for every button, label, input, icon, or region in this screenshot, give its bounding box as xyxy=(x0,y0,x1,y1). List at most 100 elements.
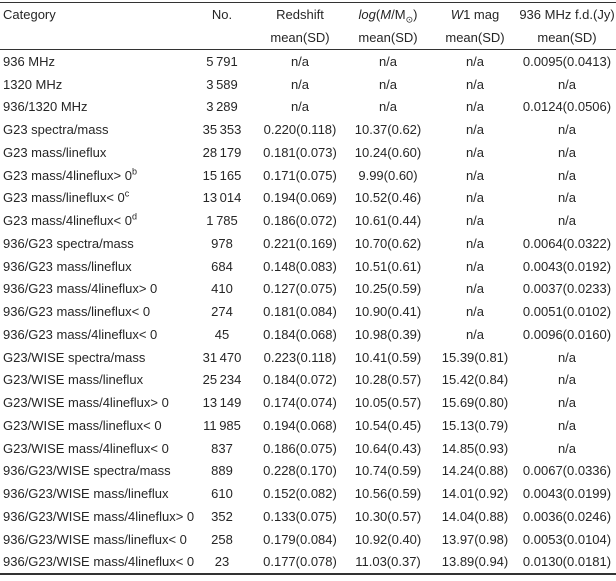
col-header-w1: W1 mag xyxy=(432,3,518,27)
category-label: G23 mass/lineflux< 0 xyxy=(3,190,125,206)
cell-w1: n/a xyxy=(465,144,485,160)
table-row: G23 mass/4lineflux> 0b 15 165 0.171(0.07… xyxy=(0,164,616,187)
category-label: 936/G23 mass/4lineflux> 0 xyxy=(3,281,158,297)
table-row: G23/WISE mass/4lineflux> 0 13 149 0.174(… xyxy=(0,391,616,414)
cell-no: 5 791 xyxy=(206,53,238,69)
cell-category: 936 MHz xyxy=(0,50,188,73)
cell-redshift: 0.184(0.068) xyxy=(263,326,337,342)
table-row: 936/G23 mass/4lineflux> 0 410 0.127(0.07… xyxy=(0,278,616,301)
table-row: 936/G23 mass/4lineflux< 0 45 0.184(0.068… xyxy=(0,323,616,346)
cell-no: 45 xyxy=(214,326,230,342)
cell-w1: n/a xyxy=(465,213,485,229)
category-footnote-marker: c xyxy=(124,189,130,200)
logm-open-paren: ( xyxy=(375,7,381,22)
cell-logm: 10.70(0.62) xyxy=(354,235,422,251)
cell-logm: 10.41(0.59) xyxy=(354,349,422,365)
cell-redshift: 0.181(0.084) xyxy=(263,304,337,320)
table-row: G23 mass/lineflux 28 179 0.181(0.073) 10… xyxy=(0,141,616,164)
cell-redshift: 0.174(0.074) xyxy=(263,395,337,411)
cell-category: 936/G23 mass/lineflux xyxy=(0,255,188,278)
sun-symbol-icon: ⊙ xyxy=(405,14,414,25)
cell-fd: n/a xyxy=(557,144,577,160)
logm-mass-symbol: M xyxy=(380,7,392,22)
col-header-logm: log(M/M⊙) xyxy=(344,3,432,27)
subheader-w1-meansd: mean(SD) xyxy=(432,26,518,50)
cell-logm: 10.30(0.57) xyxy=(354,508,422,524)
cell-logm: 10.28(0.57) xyxy=(354,372,422,388)
cell-category: 1320 MHz xyxy=(0,73,188,96)
table-row: 936/1320 MHz 3 289 n/a n/a n/a 0.0124(0.… xyxy=(0,96,616,119)
cell-category: 936/G23 spectra/mass xyxy=(0,232,188,255)
table-row: 936/G23/WISE mass/4lineflux< 0 23 0.177(… xyxy=(0,551,616,575)
category-label: 1320 MHz xyxy=(3,76,63,92)
cell-fd: 0.0037(0.0233) xyxy=(522,281,612,297)
cell-redshift: 0.179(0.084) xyxy=(263,531,337,547)
cell-redshift: 0.181(0.073) xyxy=(263,144,337,160)
cell-logm: 10.64(0.43) xyxy=(354,440,422,456)
cell-no: 258 xyxy=(211,531,233,547)
cell-no: 25 234 xyxy=(202,372,242,388)
cell-category: 936/G23/WISE mass/4lineflux> 0 xyxy=(0,505,194,528)
cell-w1: 15.69(0.80) xyxy=(441,395,509,411)
cell-w1: n/a xyxy=(465,326,485,342)
cell-category: 936/G23/WISE mass/lineflux< 0 xyxy=(0,528,188,551)
cell-w1: 14.24(0.88) xyxy=(441,463,509,479)
cell-fd: n/a xyxy=(557,349,577,365)
cell-fd: 0.0095(0.0413) xyxy=(522,53,612,69)
cell-no: 15 165 xyxy=(202,167,242,183)
cell-w1: 14.01(0.92) xyxy=(441,486,509,502)
cell-redshift: 0.186(0.072) xyxy=(263,213,337,229)
cell-category: G23/WISE spectra/mass xyxy=(0,346,188,369)
category-label: G23/WISE mass/4lineflux> 0 xyxy=(3,395,169,411)
cell-redshift: 0.171(0.075) xyxy=(263,167,337,183)
cell-category: G23 mass/4lineflux> 0b xyxy=(0,164,188,187)
category-label: G23/WISE mass/4lineflux< 0 xyxy=(3,440,169,456)
cell-category: 936/G23/WISE spectra/mass xyxy=(0,460,188,483)
cell-category: G23/WISE mass/lineflux< 0 xyxy=(0,414,188,437)
table-row: 936/G23/WISE mass/lineflux 610 0.152(0.0… xyxy=(0,482,616,505)
category-label: G23 spectra/mass xyxy=(3,122,109,138)
cell-category: G23/WISE mass/4lineflux< 0 xyxy=(0,437,188,460)
cell-w1: n/a xyxy=(465,235,485,251)
cell-fd: n/a xyxy=(557,76,577,92)
table-row: G23/WISE mass/lineflux< 0 11 985 0.194(0… xyxy=(0,414,616,437)
category-label: 936/G23/WISE spectra/mass xyxy=(3,463,171,479)
col-header-no: No. xyxy=(211,7,233,22)
cell-fd: 0.0051(0.0102) xyxy=(522,304,612,320)
cell-w1: n/a xyxy=(465,76,485,92)
cell-redshift: 0.177(0.078) xyxy=(263,554,337,570)
w1-mag-label: 1 mag xyxy=(463,7,500,22)
category-label: 936/G23/WISE mass/4lineflux< 0 xyxy=(3,554,195,570)
cell-category: 936/G23 mass/4lineflux< 0 xyxy=(0,323,188,346)
cell-redshift: 0.221(0.169) xyxy=(263,235,337,251)
subheader-redshift-meansd: mean(SD) xyxy=(256,26,344,50)
cell-w1: n/a xyxy=(465,304,485,320)
cell-fd: 0.0053(0.0104) xyxy=(522,531,612,547)
cell-redshift: n/a xyxy=(290,53,310,69)
cell-w1: n/a xyxy=(465,122,485,138)
cell-fd: 0.0124(0.0506) xyxy=(522,99,612,115)
logm-slash: / xyxy=(391,7,395,22)
cell-redshift: n/a xyxy=(290,76,310,92)
header-row-meansd: mean(SD) mean(SD) mean(SD) mean(SD) xyxy=(0,26,616,50)
cell-category: 936/G23/WISE mass/4lineflux< 0 xyxy=(0,551,194,575)
cell-no: 410 xyxy=(211,281,233,297)
cell-logm: n/a xyxy=(378,76,398,92)
cell-logm: 10.24(0.60) xyxy=(354,144,422,160)
category-label: G23 mass/4lineflux> 0 xyxy=(3,167,132,183)
cell-redshift: 0.223(0.118) xyxy=(263,349,337,365)
cell-fd: 0.0043(0.0192) xyxy=(522,258,612,274)
cell-redshift: 0.184(0.072) xyxy=(263,372,337,388)
category-label: 936/G23 mass/lineflux< 0 xyxy=(3,304,151,320)
category-footnote-marker: d xyxy=(131,211,137,222)
cell-category: G23 mass/lineflux xyxy=(0,141,188,164)
cell-category: 936/G23 mass/lineflux< 0 xyxy=(0,300,188,323)
cell-logm: n/a xyxy=(378,53,398,69)
cell-no: 1 785 xyxy=(206,213,238,229)
cell-logm: 10.98(0.39) xyxy=(354,326,422,342)
cell-redshift: 0.194(0.069) xyxy=(263,190,337,206)
cell-w1: n/a xyxy=(465,258,485,274)
cell-fd: n/a xyxy=(557,213,577,229)
cell-w1: n/a xyxy=(465,53,485,69)
